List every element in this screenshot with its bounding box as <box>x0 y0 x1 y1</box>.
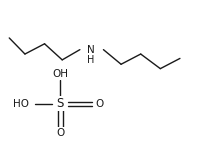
Text: N: N <box>87 45 95 55</box>
Text: HO: HO <box>13 99 29 109</box>
Text: O: O <box>56 128 64 138</box>
Text: OH: OH <box>52 69 68 80</box>
Text: H: H <box>87 55 94 65</box>
Text: O: O <box>95 99 104 109</box>
Text: S: S <box>57 97 64 110</box>
